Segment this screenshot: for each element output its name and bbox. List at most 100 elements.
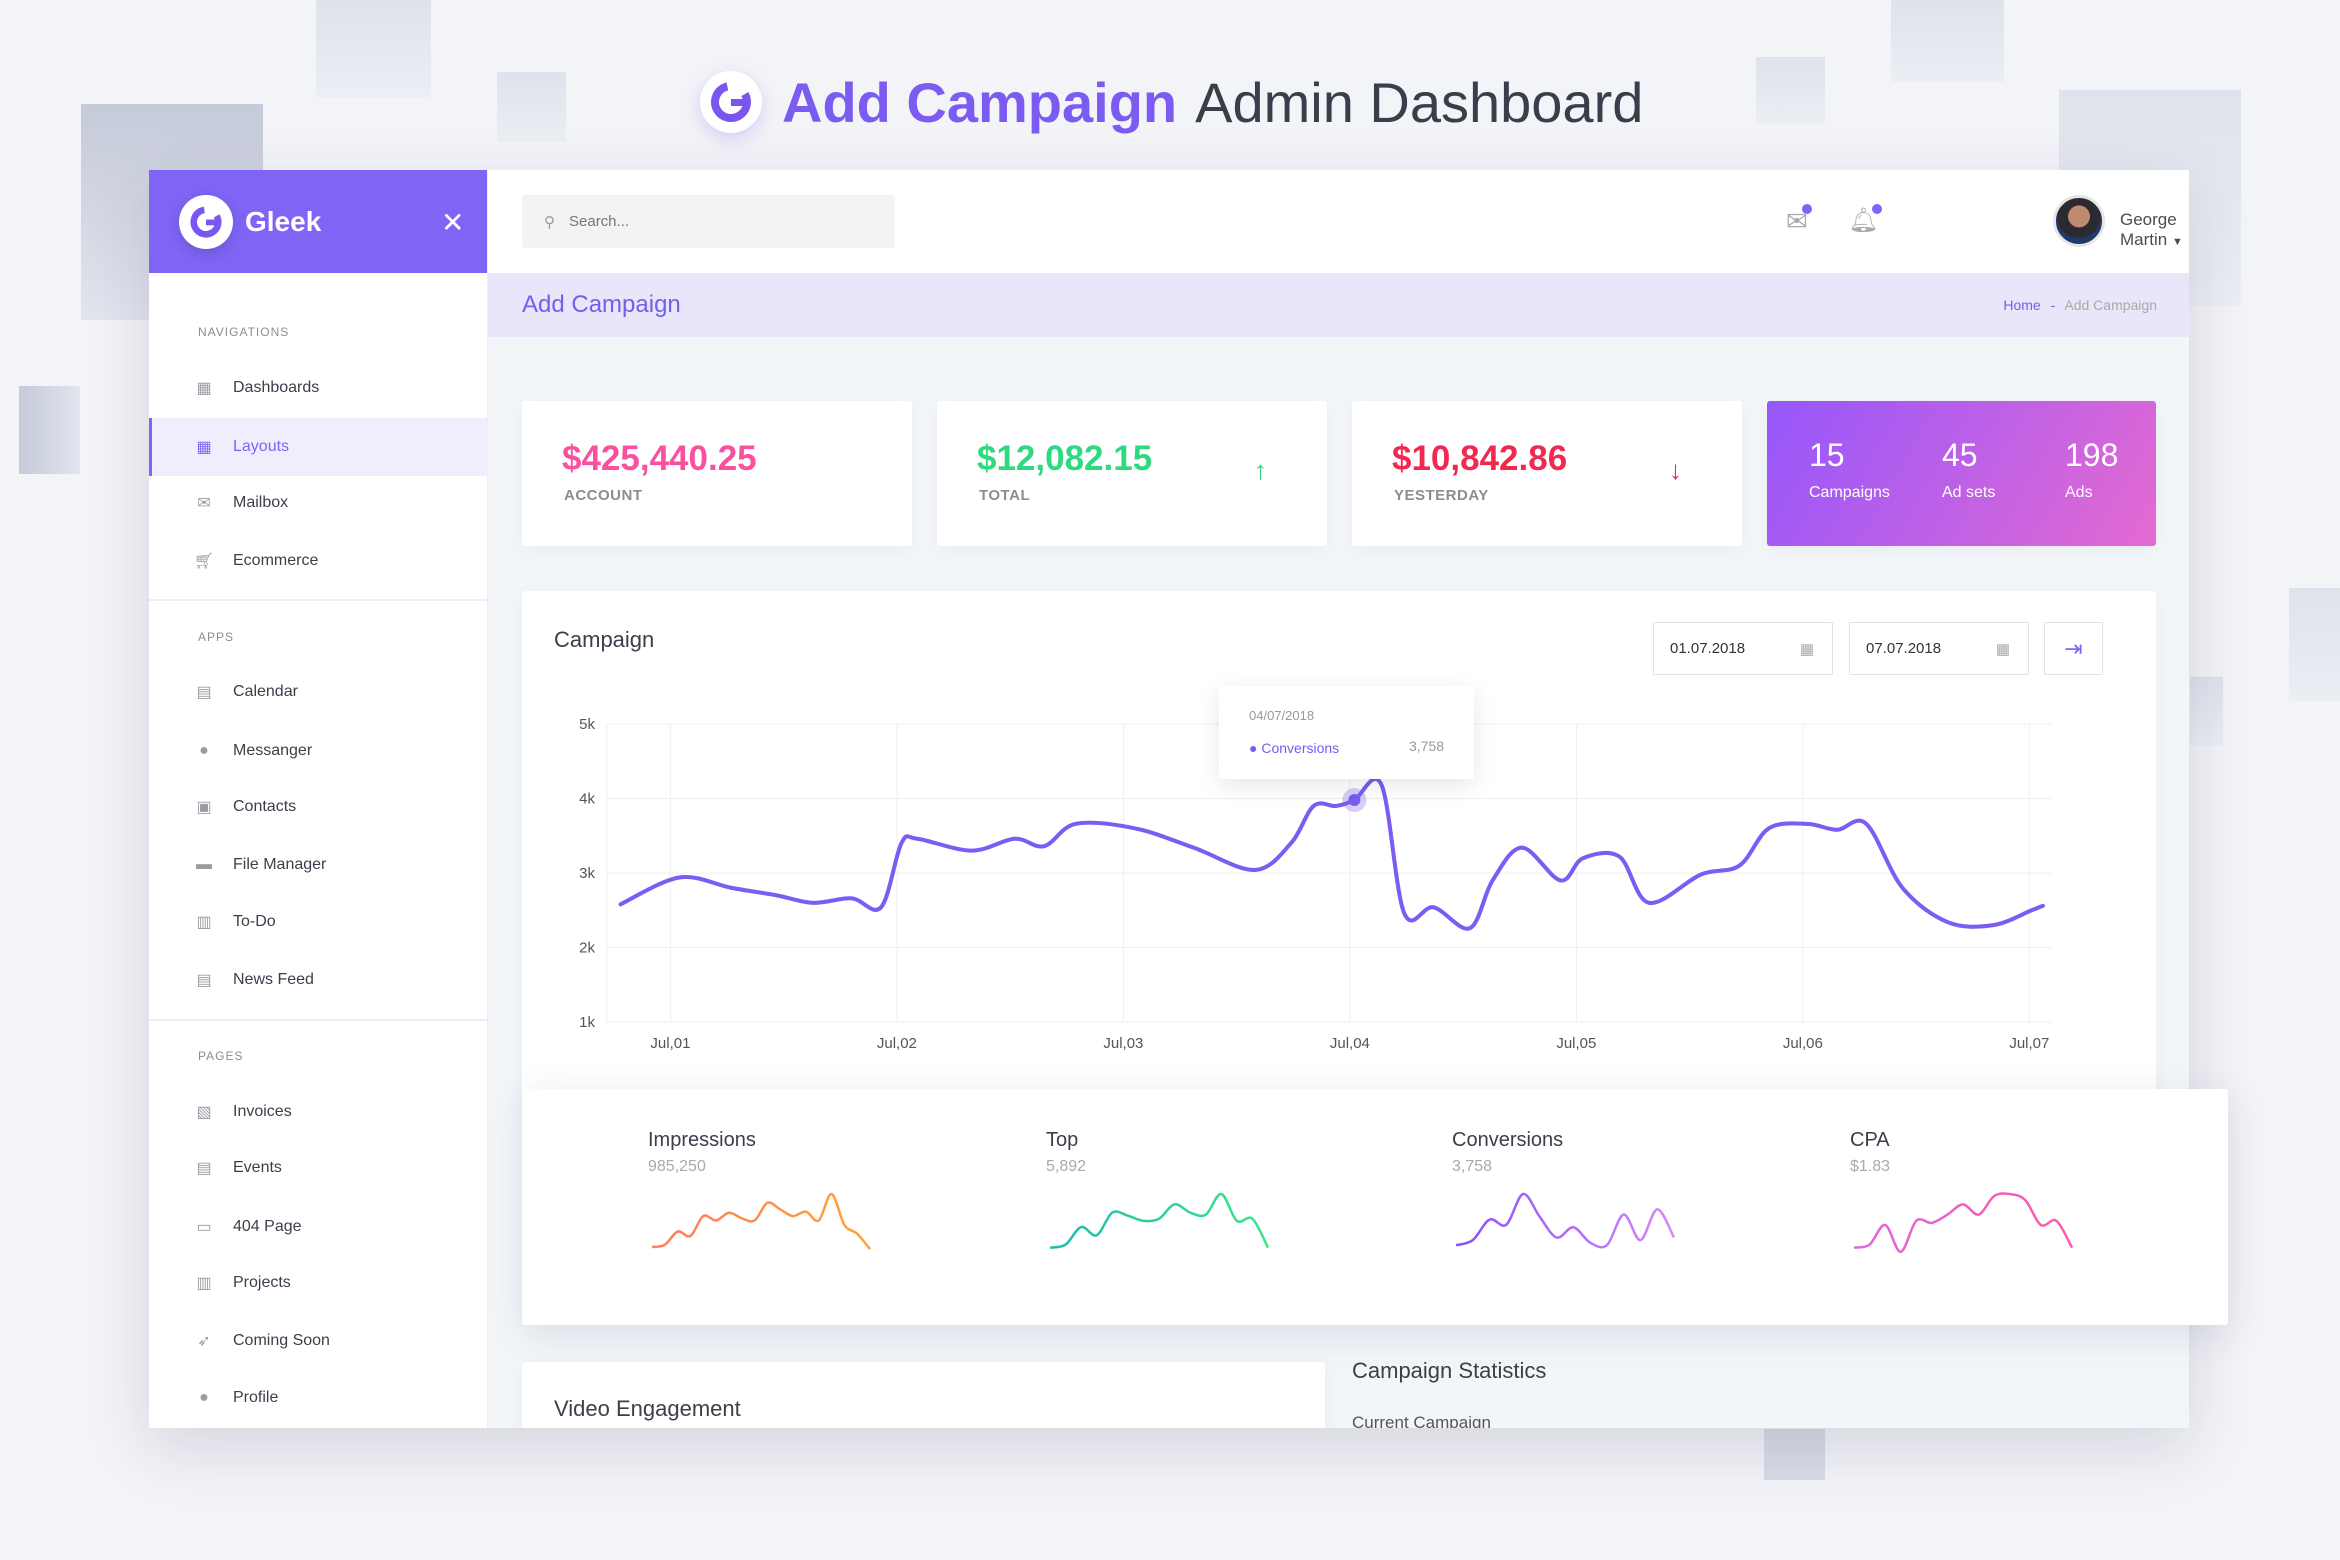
user-icon: ● [199, 1389, 209, 1406]
sidebar-item-projects[interactable]: ▥ Projects [149, 1254, 488, 1312]
calendar-icon: ▦ [1799, 640, 1814, 658]
summary-label: Ads [2065, 484, 2093, 501]
sparkline-path [1853, 1192, 2074, 1254]
avatar[interactable] [2053, 195, 2105, 247]
sidebar-item-label: Contacts [233, 798, 297, 815]
invoice-icon: ▧ [196, 1104, 212, 1121]
decor-square [316, 0, 431, 97]
sidebar-item-404-page[interactable]: ▭ 404 Page [149, 1198, 488, 1256]
stat-label: TOTAL [979, 487, 1031, 504]
sidebar-item-label: Events [233, 1159, 282, 1176]
sparkline-path [651, 1192, 871, 1250]
x-tick-label: Jul,04 [1330, 1035, 1370, 1052]
x-tick-label: Jul,05 [1556, 1035, 1596, 1052]
sidebar-item-news-feed[interactable]: ▤ News Feed [149, 951, 488, 1009]
decor-square [19, 386, 80, 474]
news-icon: ▤ [196, 972, 212, 989]
user-menu[interactable]: George Martin ▼ [2120, 210, 2189, 250]
search-icon: ⚲ [544, 213, 555, 231]
sidebar-item-events[interactable]: ▤ Events [149, 1139, 488, 1197]
sparkline-top: Top 5,892 [1046, 1129, 1272, 1272]
brand-name: Gleek [245, 205, 322, 237]
divider [149, 599, 488, 601]
x-tick-label: Jul,07 [2009, 1035, 2049, 1052]
date-to-input[interactable]: 07.07.2018 ▦ [1849, 622, 2029, 675]
search-box[interactable]: ⚲ [522, 195, 895, 248]
sidebar-item-ecommerce[interactable]: 🛒︎ Ecommerce [149, 532, 488, 590]
folder-icon: ▬ [196, 856, 212, 873]
sidebar-item-label: Coming Soon [233, 1332, 330, 1349]
decor-square [497, 72, 566, 142]
metric-title: Top [1046, 1129, 1079, 1151]
sidebar-item-dashboards[interactable]: ▦ Dashboards [149, 359, 488, 417]
export-button[interactable]: ⇥ [2044, 622, 2103, 675]
campaign-chart-card: Campaign 01.07.2018 ▦ 07.07.2018 ▦ ⇥ 5k 4k 3… [522, 591, 2156, 1111]
tools-icon[interactable]: ✕ [441, 207, 465, 238]
arrow-up-icon: ↑ [1254, 455, 1267, 485]
bell-icon[interactable]: 🔔︎ [1848, 204, 1883, 235]
clipboard-icon: ▥ [196, 914, 212, 931]
error-page-icon: ▭ [196, 1219, 212, 1236]
sidebar-item-invoices[interactable]: ▧ Invoices [149, 1083, 488, 1141]
sidebar-item-contacts[interactable]: ▣ Contacts [149, 778, 488, 836]
caret-down-icon: ▼ [2171, 236, 2183, 248]
title-rest: Admin Dashboard [1195, 70, 1644, 134]
sidebar-item-layouts[interactable]: ▦ Layouts [149, 418, 488, 476]
stat-label: ACCOUNT [564, 487, 643, 504]
sidebar-item-label: Ecommerce [233, 552, 319, 569]
x-tick-label: Jul,01 [650, 1035, 690, 1052]
summary-label: Campaigns [1809, 484, 1890, 501]
sidebar-item-mailbox[interactable]: ✉ Mailbox [149, 474, 488, 532]
sidebar-item-messanger[interactable]: ● Messanger [149, 722, 488, 780]
sidebar-item-label: To-Do [233, 913, 276, 930]
summary-value: 198 [2065, 437, 2119, 473]
projects-icon: ▥ [196, 1275, 212, 1292]
notification-dot [1872, 204, 1883, 214]
sidebar-item-label: Mailbox [233, 494, 289, 511]
sparkline-path [1455, 1192, 1676, 1249]
dashboard-icon: ▦ [196, 380, 212, 397]
sparkline-chart [1049, 1192, 1270, 1249]
mail-icon[interactable]: ✉ [1786, 204, 1812, 237]
sidebar-item-coming-soon[interactable]: ➶ Coming Soon [149, 1312, 488, 1370]
sidebar-item-profile[interactable]: ● Profile [149, 1369, 488, 1427]
y-tick-label: 1k [579, 1014, 595, 1031]
breadcrumb-home[interactable]: Home [2003, 297, 2041, 313]
sidebar-item-label: Messanger [233, 742, 313, 759]
sidebar-item-calendar[interactable]: ▤ Calendar [149, 663, 488, 721]
sidebar-item-todo[interactable]: ▥ To-Do [149, 893, 488, 951]
y-tick-label: 5k [579, 716, 595, 733]
events-icon: ▤ [196, 1160, 212, 1177]
metric-title: CPA [1850, 1129, 1890, 1151]
summary-value: 15 [1809, 437, 1845, 473]
date-from-value: 01.07.2018 [1670, 640, 1746, 657]
search-input[interactable] [569, 213, 869, 230]
rocket-icon: ➶ [197, 1333, 211, 1350]
date-from-input[interactable]: 01.07.2018 ▦ [1653, 622, 1833, 675]
x-tick-label: Jul,02 [877, 1035, 917, 1052]
notification-dot [1801, 204, 1812, 214]
summary-card: 15 Campaigns 45 Ad sets 198 Ads [1767, 401, 2156, 546]
cart-icon: 🛒︎ [193, 553, 215, 570]
tooltip-series: ● Conversions [1249, 740, 1339, 756]
decor-square [1756, 57, 1825, 124]
breadcrumb-current: Add Campaign [2064, 297, 2157, 313]
metric-title: Conversions [1452, 1129, 1564, 1151]
arrow-down-icon: ↓ [1669, 455, 1682, 485]
y-tick-label: 3k [579, 865, 595, 882]
gleek-logo-icon [700, 71, 762, 133]
metric-title: Impressions [648, 1129, 756, 1151]
metric-value: 3,758 [1452, 1158, 1493, 1175]
stat-value: $10,842.86 [1392, 439, 1568, 478]
series-dot-icon: ● [1249, 740, 1258, 756]
sidebar-item-label: Projects [233, 1274, 291, 1291]
decor-square [1764, 1429, 1825, 1480]
sidebar-item-file-manager[interactable]: ▬ File Manager [149, 836, 488, 894]
tooltip-series-name: Conversions [1261, 740, 1340, 756]
sparkline-chart [1455, 1192, 1676, 1249]
chat-icon: ● [199, 742, 209, 759]
user-name: George Martin [2120, 210, 2177, 249]
summary-ad-sets: 45 Ad sets [1942, 437, 1995, 502]
campaign-statistics-title: Campaign Statistics [1352, 1358, 1547, 1383]
promo-title: Add Campaign Admin Dashboard [700, 62, 1643, 142]
